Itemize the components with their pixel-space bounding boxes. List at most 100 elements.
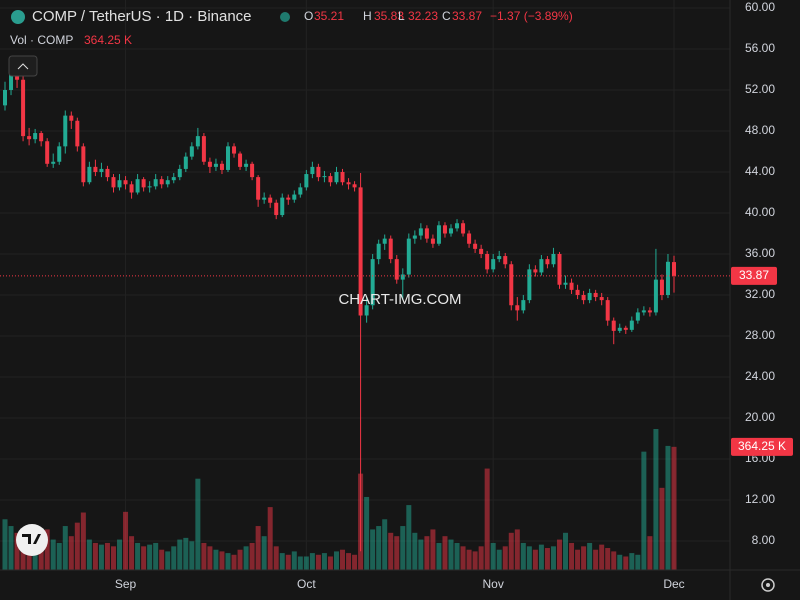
close-letter: C (442, 9, 451, 23)
volume-bar (478, 546, 484, 570)
close-value: 33.87 (452, 9, 482, 23)
volume-bar (309, 553, 315, 570)
candle-body (316, 166, 321, 178)
volume-bar (147, 544, 153, 570)
grid (0, 0, 730, 570)
volume-bar (273, 546, 279, 570)
candle-body (539, 259, 544, 273)
candle-body (557, 253, 562, 285)
volume-bar (599, 544, 605, 570)
volume-bar (623, 556, 629, 570)
volume-bar (544, 548, 550, 570)
candle-body (376, 243, 381, 260)
settings-icon[interactable] (761, 578, 775, 592)
candle-body (406, 238, 411, 275)
candle-body (280, 197, 285, 216)
volume-bar (86, 539, 92, 570)
volume-bar (665, 445, 671, 570)
collapse-button[interactable] (8, 55, 38, 77)
volume-bar (563, 532, 569, 570)
candle-body (39, 133, 44, 142)
volume-bar (394, 536, 400, 570)
candle-body (352, 184, 357, 188)
logo-mark (22, 534, 41, 544)
candle-body (587, 292, 592, 301)
y-tick-label: 8.00 (752, 533, 776, 547)
watermark: CHART-IMG.COM (338, 291, 461, 308)
candle-body (515, 305, 520, 311)
candle-body (563, 282, 568, 285)
volume-bar (249, 542, 255, 570)
volume-bar (617, 554, 623, 570)
candle-body (286, 197, 291, 200)
volume-bar (388, 532, 394, 570)
volume-bar (327, 556, 333, 570)
volume-bar (635, 554, 641, 570)
candle-body (388, 238, 393, 260)
volume-bar (538, 544, 544, 570)
candle-body (364, 305, 369, 316)
candle-body (400, 274, 405, 280)
volume-bar (261, 536, 267, 570)
candle-body (298, 187, 303, 195)
candle-body (328, 176, 333, 183)
candle-body (358, 187, 363, 316)
volume-bar (213, 549, 219, 570)
volume-bar (550, 546, 556, 570)
volume-bar (611, 551, 617, 570)
volume-bar (207, 546, 213, 570)
volume-bar (442, 536, 448, 570)
candle-body (461, 223, 466, 234)
volume-bar (303, 556, 309, 570)
candle-body (346, 182, 351, 185)
candle-body (623, 327, 628, 330)
logo (16, 524, 48, 556)
volume-bar (412, 532, 418, 570)
volume-bar (171, 546, 177, 570)
volume-bar (364, 496, 370, 570)
candle-body (262, 197, 267, 200)
candle-body (672, 262, 676, 276)
candle-body (442, 225, 447, 234)
x-tick-label: Oct (297, 577, 316, 591)
volume-bar (587, 542, 593, 570)
volume-bar (556, 539, 562, 570)
volume-bar (340, 549, 346, 570)
candle-body (304, 174, 309, 188)
candle-body (605, 300, 610, 321)
candle-body (503, 256, 508, 265)
volume-bar (267, 507, 273, 570)
candle-body (641, 310, 646, 313)
last-price-label: 33.87 (739, 268, 769, 282)
volume-bar (104, 542, 110, 570)
volume-bar (14, 532, 20, 570)
candle-body (69, 115, 74, 121)
open-letter: O (304, 9, 313, 23)
volume-bar (165, 551, 171, 570)
candle-body (195, 136, 200, 147)
candle-body (292, 194, 297, 200)
volume-bar (382, 519, 388, 570)
candle-body (165, 180, 170, 185)
volume-bar (255, 526, 261, 570)
volume-bar (520, 542, 526, 570)
volume-bar (460, 546, 466, 570)
candle-body (3, 89, 7, 106)
candle-body (611, 320, 616, 331)
volume-bar (62, 526, 68, 570)
volume-bar (333, 551, 339, 570)
candle-body (213, 163, 218, 167)
volume-bar (297, 556, 303, 570)
candle-body (382, 238, 387, 244)
volume-bar (177, 539, 183, 570)
volume-bar (2, 519, 8, 570)
y-tick-label: 52.00 (745, 82, 775, 96)
volume-bar (44, 529, 50, 570)
candle-body (21, 79, 26, 137)
candle-body (430, 238, 435, 244)
candle-body (581, 294, 586, 301)
volume-bar (593, 549, 599, 570)
candle-body (75, 120, 80, 147)
volume-bar (315, 554, 321, 570)
